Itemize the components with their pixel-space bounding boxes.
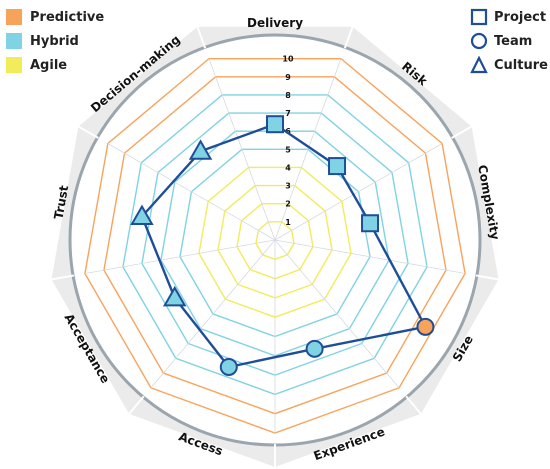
band-separator <box>45 274 75 282</box>
spoke <box>208 58 276 241</box>
tick-label: 9 <box>285 73 291 82</box>
grid-ring-1 <box>255 221 295 261</box>
axis-label-trust: Trust <box>51 184 71 220</box>
data-point-experience <box>305 339 324 358</box>
band-separator <box>343 20 356 49</box>
grid-ring-10 <box>84 57 466 434</box>
tick-label: 10 <box>282 55 294 64</box>
triangle-icon <box>470 56 488 74</box>
legend-label: Hybrid <box>30 33 79 49</box>
spoke <box>84 239 276 274</box>
axis-label-delivery: Delivery <box>247 16 303 30</box>
data-point-size <box>416 317 435 336</box>
band-separator <box>194 20 207 49</box>
band-separator <box>451 122 478 139</box>
spoke <box>107 143 276 241</box>
circle-icon <box>470 32 488 50</box>
tick-label: 7 <box>285 109 291 118</box>
legend-item-hybrid: Hybrid <box>6 29 104 53</box>
predictive-swatch <box>6 9 22 25</box>
data-point-acceptance <box>162 285 187 307</box>
data-point-trust <box>130 204 154 226</box>
series-line <box>140 122 427 369</box>
band-separator <box>72 122 99 139</box>
data-point-delivery <box>266 115 284 134</box>
legend-item-culture: Culture <box>470 53 548 77</box>
legend-label: Project <box>494 9 547 25</box>
tick-label: 5 <box>285 145 291 154</box>
spoke <box>150 239 276 389</box>
legend-zones: Predictive Hybrid Agile <box>6 5 104 77</box>
spoke <box>274 143 443 241</box>
grid-ring-3 <box>217 184 333 299</box>
agile-swatch <box>6 57 22 73</box>
data-point-complexity <box>361 214 380 233</box>
band-separator <box>124 395 145 420</box>
spoke <box>274 239 400 389</box>
hybrid-swatch <box>6 33 22 49</box>
tick-label: 8 <box>285 91 291 100</box>
square-icon <box>470 8 488 26</box>
tick-label: 3 <box>285 182 291 191</box>
tick-label: 2 <box>285 200 291 209</box>
legend-label: Predictive <box>30 9 105 25</box>
legend-item-team: Team <box>470 29 548 53</box>
grid-ring-4 <box>198 166 352 318</box>
spoke <box>274 58 342 241</box>
legend-item-project: Project <box>470 5 548 29</box>
grid-ring-9 <box>103 76 447 415</box>
legend-markers: Project Team Culture <box>470 5 548 77</box>
tick-label: 1 <box>285 218 291 227</box>
legend-item-predictive: Predictive <box>6 5 104 29</box>
legend-item-agile: Agile <box>6 53 104 77</box>
data-point-risk <box>328 157 347 176</box>
grid-ring-7 <box>141 112 409 376</box>
band-separator <box>475 274 505 282</box>
data-point-decision-making <box>188 139 213 160</box>
spoke <box>274 239 466 274</box>
grid-ring-8 <box>122 94 428 396</box>
legend-label: Team <box>494 33 533 49</box>
band-separator <box>405 395 426 420</box>
grid-ring-2 <box>236 203 314 280</box>
legend-label: Agile <box>30 57 68 73</box>
tick-label: 4 <box>285 163 291 172</box>
data-point-access <box>219 357 238 376</box>
legend-label: Culture <box>494 57 548 73</box>
